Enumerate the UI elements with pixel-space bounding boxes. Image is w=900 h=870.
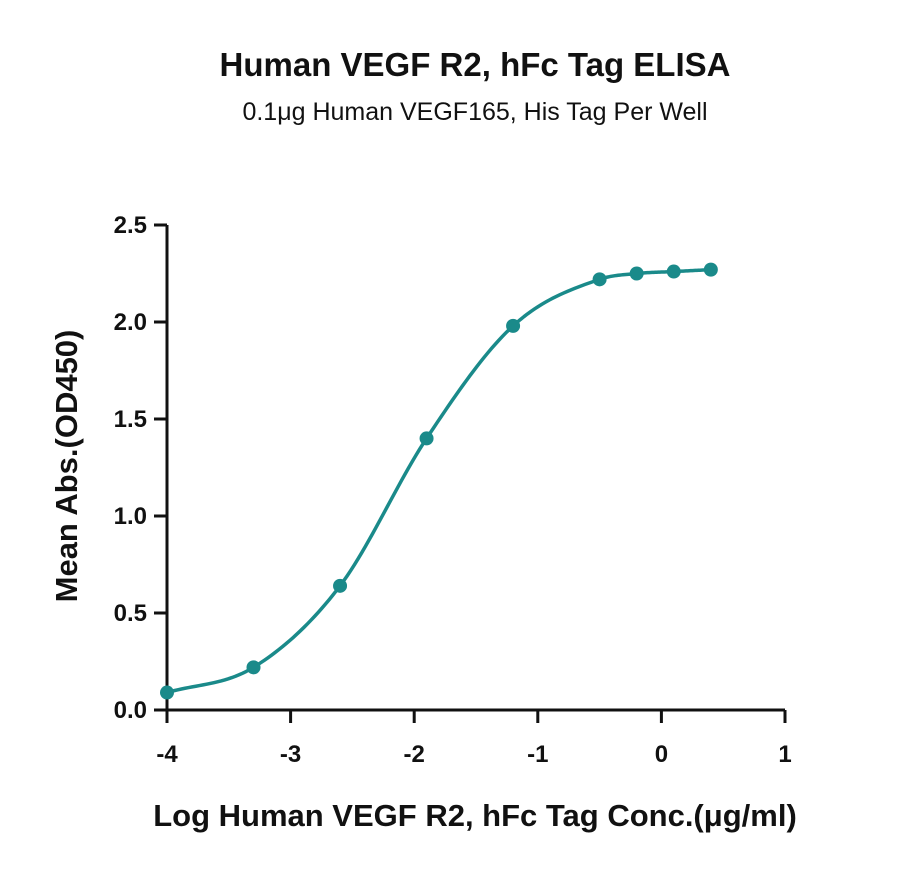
- data-point: [592, 272, 607, 287]
- data-point: [703, 262, 718, 277]
- data-point: [629, 266, 644, 281]
- y-tick-label: 2.5: [114, 212, 147, 239]
- x-tick-label: 0: [655, 741, 668, 768]
- y-ticks: 0.0 0.5 1.0 1.5 2.0 2.5: [114, 212, 167, 724]
- x-tick-label: 1: [778, 741, 791, 768]
- x-tick-label: -2: [404, 741, 425, 768]
- y-axis-label: Mean Abs.(OD450): [49, 330, 84, 603]
- data-point: [160, 685, 174, 700]
- x-tick-label: -4: [156, 741, 178, 768]
- y-tick-label: 1.5: [114, 406, 147, 433]
- chart-subtitle: 0.1μg Human VEGF165, His Tag Per Well: [242, 98, 707, 126]
- data-point: [246, 660, 261, 675]
- x-axis-label: Log Human VEGF R2, hFc Tag Conc.(μg/ml): [153, 798, 797, 833]
- x-tick-label: -3: [280, 741, 301, 768]
- data-point: [419, 431, 434, 446]
- y-tick-label: 0.5: [114, 600, 147, 627]
- y-tick-label: 2.0: [114, 309, 147, 336]
- data-point: [506, 318, 521, 333]
- data-point: [333, 578, 348, 593]
- chart-title: Human VEGF R2, hFc Tag ELISA: [220, 46, 731, 83]
- y-tick-label: 0.0: [114, 697, 147, 724]
- x-tick-label: -1: [527, 741, 548, 768]
- x-axis: -4 -3 -2 -1 0 1: [156, 708, 792, 768]
- fit-curve: [165, 267, 713, 695]
- y-tick-label: 1.0: [114, 503, 147, 530]
- y-axis: 0.0 0.5 1.0 1.5 2.0 2.5: [114, 212, 169, 724]
- data-points: [160, 262, 718, 700]
- x-ticks: -4 -3 -2 -1 0 1: [156, 710, 792, 768]
- data-point: [666, 264, 681, 279]
